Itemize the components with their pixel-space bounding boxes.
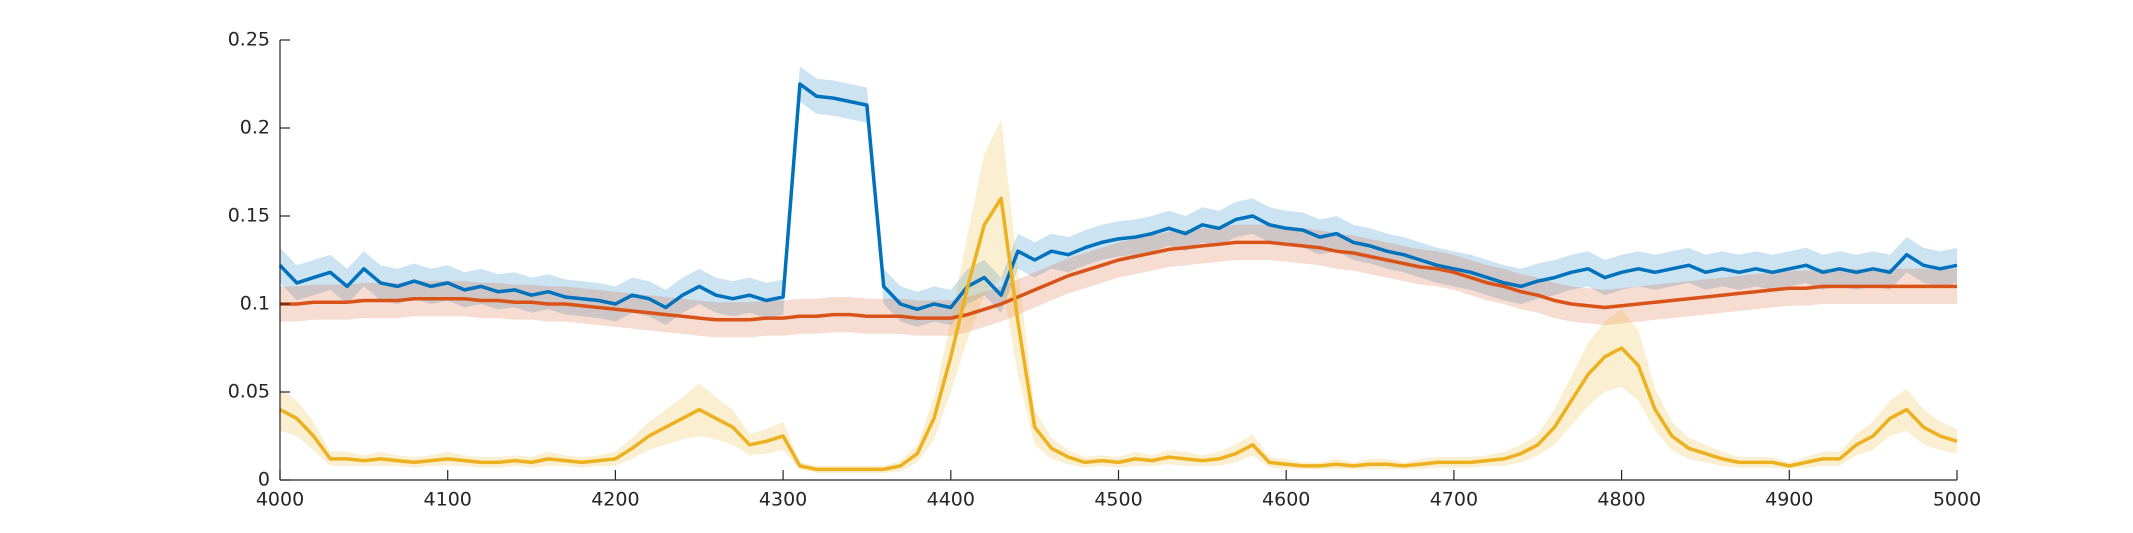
error-band [280, 119, 1957, 473]
line [278, 82, 1958, 312]
line [280, 240, 1957, 322]
x-tick-label: 4600 [1262, 489, 1310, 511]
x-tick-label: 4300 [759, 489, 807, 511]
x-tick-label: 4900 [1765, 489, 1813, 511]
x-tick-label: 4400 [927, 489, 975, 511]
x-tick-label: 4700 [1430, 489, 1478, 511]
x-tick-label: 4800 [1597, 489, 1645, 511]
y-tick-label: 0 [258, 469, 270, 491]
x-tick-label: 4200 [591, 489, 639, 511]
y-tick-label: 0.15 [228, 205, 270, 227]
line [279, 196, 1958, 472]
x-tick-label: 4100 [424, 489, 472, 511]
x-tick-label: 5000 [1933, 489, 1981, 511]
y-tick-label: 0.1 [240, 293, 270, 315]
x-tick-label: 4500 [1094, 489, 1142, 511]
x-tick-label: 4000 [256, 489, 304, 511]
y-tick-label: 0.2 [240, 117, 270, 139]
y-tick-label: 0.05 [228, 381, 270, 403]
error-band [280, 224, 1957, 338]
y-tick-label: 0.25 [228, 29, 270, 51]
